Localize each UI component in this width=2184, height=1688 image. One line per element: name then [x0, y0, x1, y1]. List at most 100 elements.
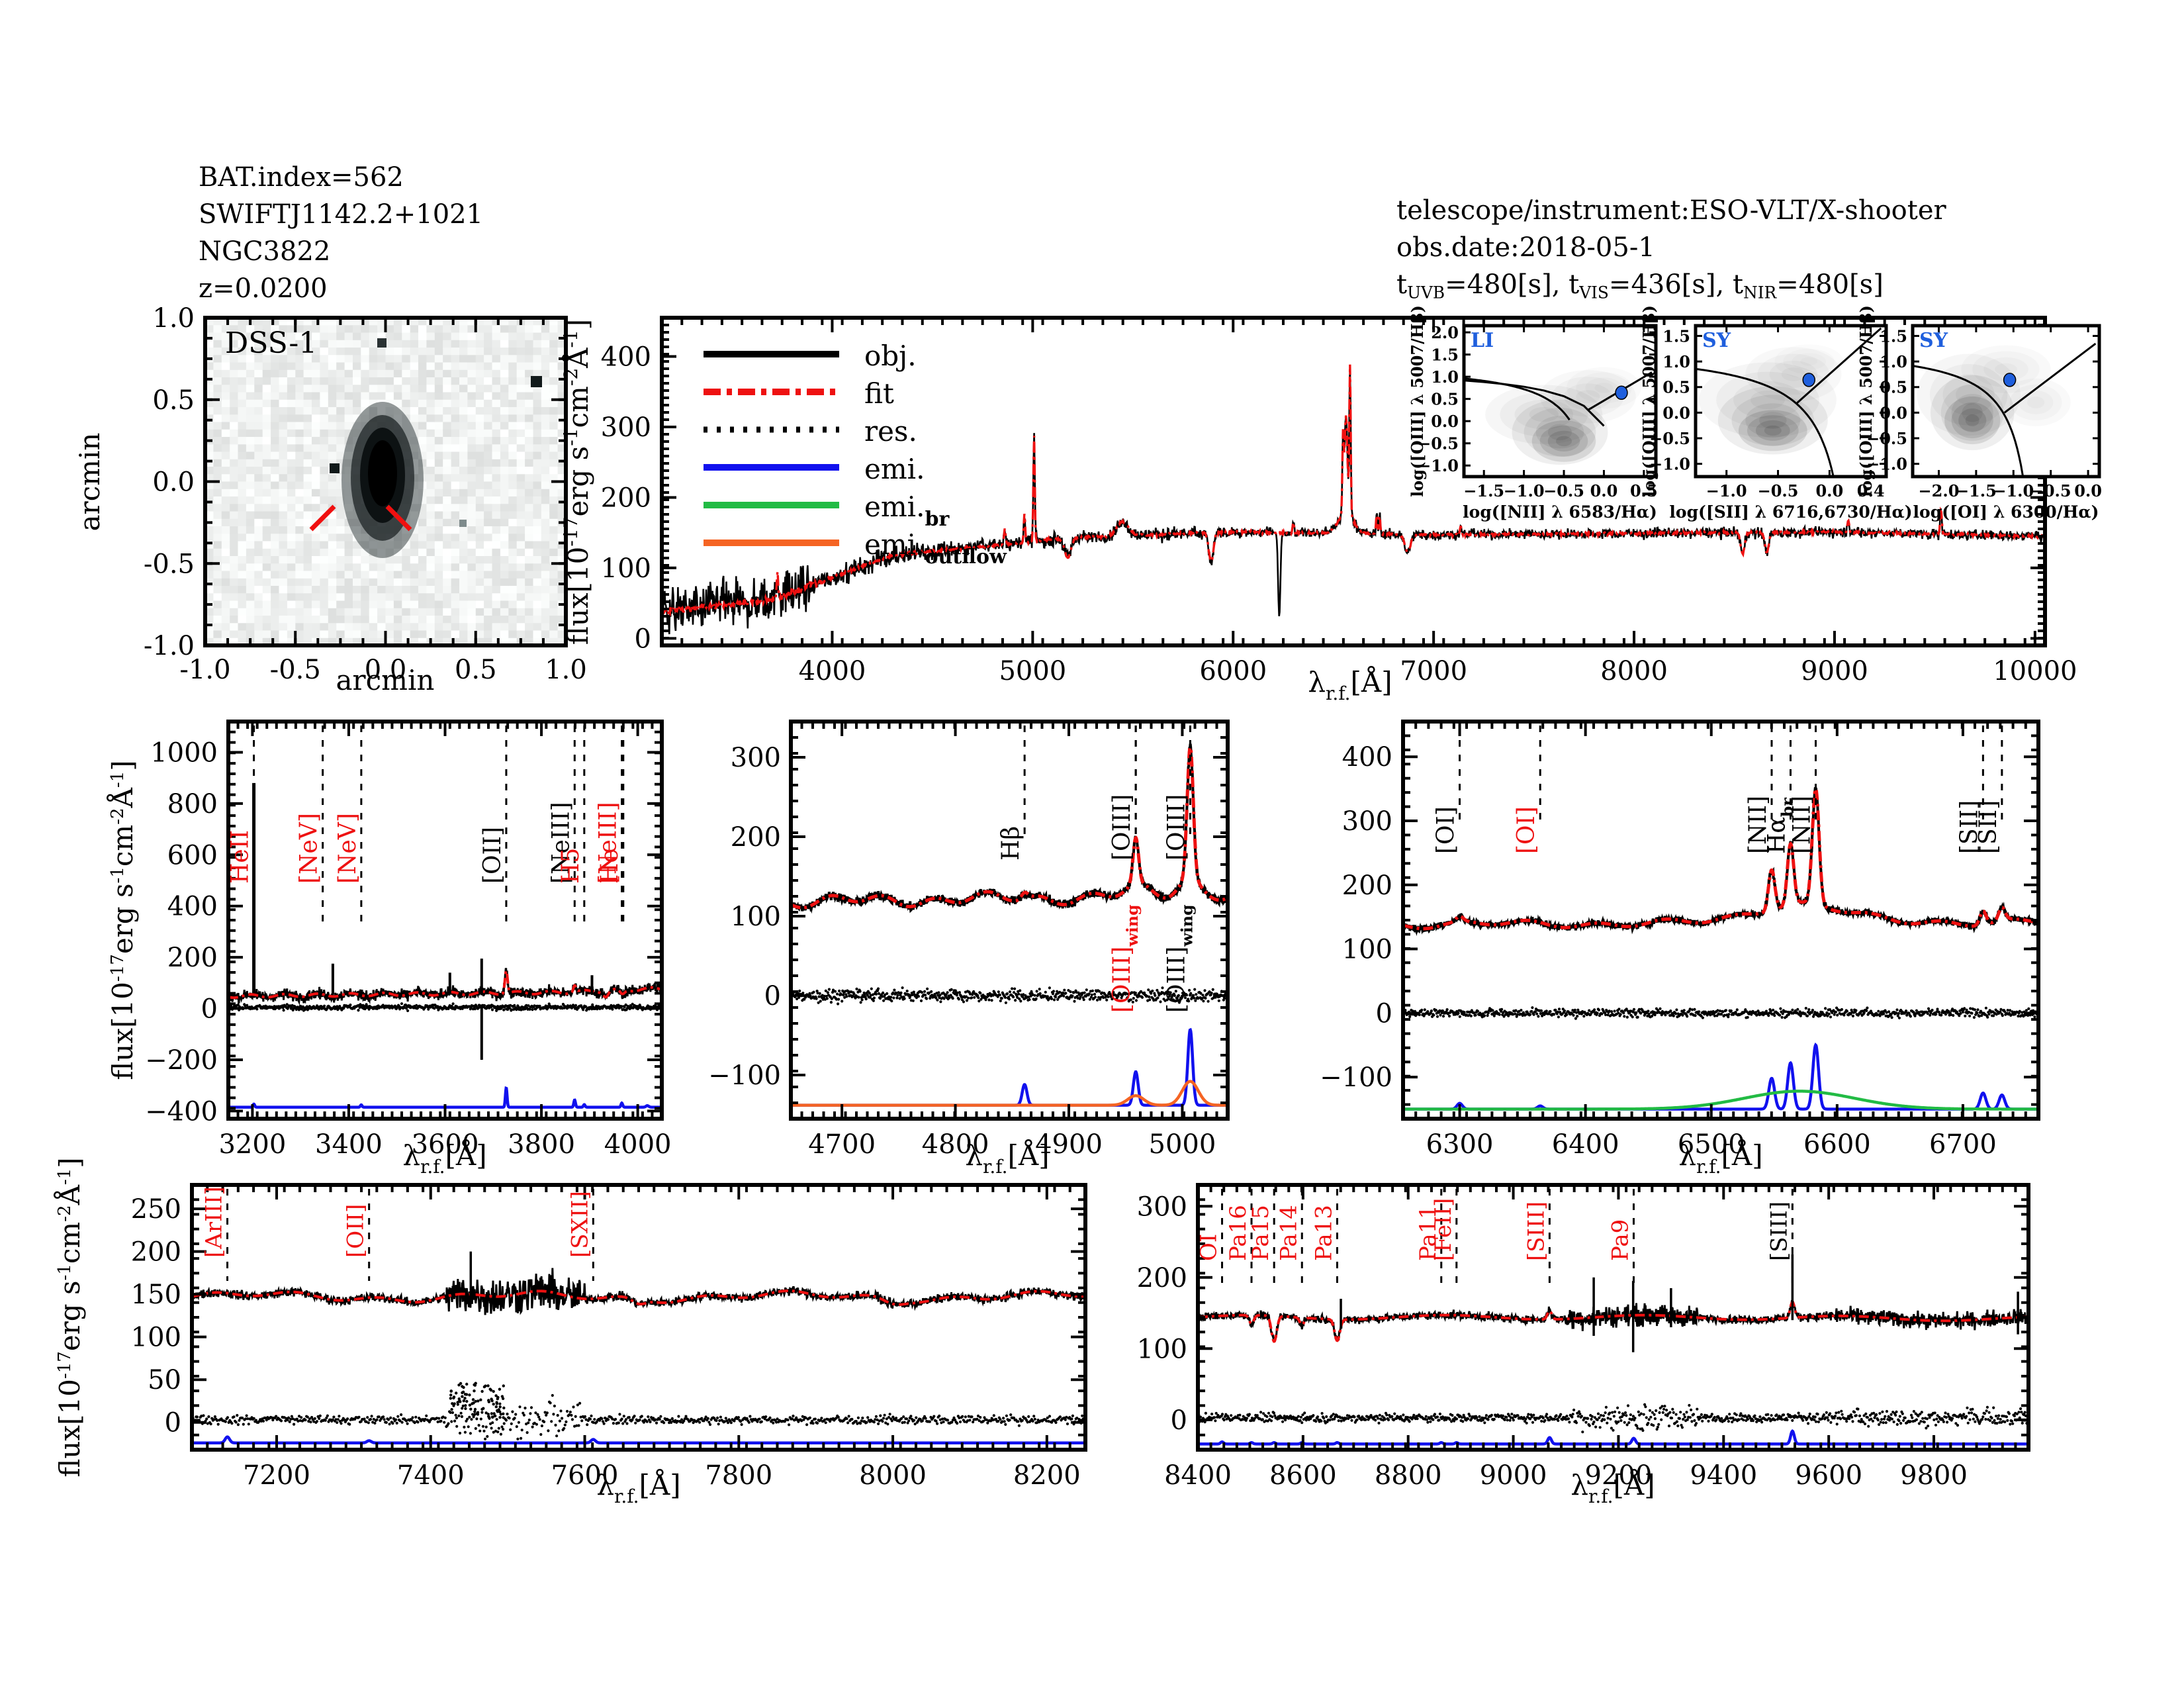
nir-panel-xtick: 9000 — [1480, 1460, 1547, 1491]
line-label-Pa15: Pa15 — [1248, 1205, 1274, 1261]
line-label-NeIII: [NeIII] — [547, 802, 574, 884]
bpt-xlabel: log([SII] λ 6716,6730/Hα) — [1669, 502, 1912, 522]
halpha-panel-ytick: 100 — [1342, 935, 1392, 965]
red-panel-xtick: 7400 — [397, 1460, 465, 1491]
bpt-xtick: −2.0 — [1919, 481, 1960, 500]
bpt-ytick: 1.5 — [1880, 326, 1907, 346]
bpt-class-label: SY — [1702, 329, 1731, 352]
dss-xtick: -1.0 — [179, 655, 230, 685]
nir-panel-xtick: 8800 — [1375, 1460, 1442, 1491]
dss-xtick: -0.5 — [270, 655, 321, 685]
bpt-ylabel: log([OIII] λ 5007/Hβ) — [1856, 305, 1876, 497]
nir-panel-xtick: 8600 — [1269, 1460, 1337, 1491]
uv-panel-xtick: 3400 — [315, 1129, 383, 1160]
red-panel-xtick: 7200 — [243, 1460, 310, 1491]
bpt-xtick: −1.5 — [1463, 481, 1504, 500]
redshift: z=0.0200 — [199, 273, 328, 304]
line-label-NeIII: [NeIII] — [595, 802, 622, 884]
nir-panel-xlabel: λr.f.[Å] — [1570, 1468, 1655, 1507]
main-ytick: 100 — [601, 553, 651, 584]
uv-panel-xtick: 3800 — [508, 1129, 575, 1160]
line-label-FeII: [FeII] — [1430, 1198, 1457, 1261]
main-xtick: 4000 — [799, 656, 866, 686]
dss-xlabel: arcmin — [336, 664, 435, 696]
line-label-Pa9: Pa9 — [1607, 1219, 1633, 1261]
dss-ytick: 0.5 — [152, 385, 195, 416]
header-left-block: BAT.index=562 SWIFTJ1142.2+1021 NGC3822 … — [199, 159, 483, 307]
nir-panel-ytick: 200 — [1137, 1263, 1187, 1293]
bpt-xtick: −1.0 — [1504, 481, 1545, 500]
legend-label: fit — [864, 377, 894, 410]
line-label-OIII: [OIII]wing — [1109, 904, 1142, 1013]
obs-date: obs.date:2018-05-1 — [1396, 232, 1655, 263]
dss-ytick: -1.0 — [144, 631, 195, 661]
bpt-ylabel: log([OIII] λ 5007/Hβ) — [1408, 305, 1427, 497]
hbeta-panel-xlabel: λr.f.[Å] — [965, 1139, 1049, 1178]
line-label-NII: [NII] — [1789, 796, 1816, 854]
red-panel-xtick: 8000 — [859, 1460, 927, 1491]
bpt-diagram-1: LI−1.5−1.0−0.5 0.0 0.5−1.0−0.50.00.51.01.5… — [1408, 305, 1658, 522]
uv-panel-xtick: 3600 — [412, 1129, 479, 1160]
hbeta-oiii-panel-ytick: −100 — [708, 1060, 781, 1091]
line-label-Pa14: Pa14 — [1275, 1205, 1302, 1261]
bpt-xtick: −1.5 — [1956, 481, 1997, 500]
bpt-xtick: 0.4 — [1857, 481, 1885, 500]
nir-panel-ytick: 300 — [1137, 1192, 1187, 1222]
uv-panel-ytick: −400 — [145, 1096, 218, 1127]
bpt-xtick: −0.5 — [1758, 481, 1799, 500]
main-ylabel: flux[10-17erg s-1cm-2Å-1] — [560, 319, 594, 645]
line-label-OI: OI — [1196, 1234, 1222, 1261]
main-xlabel: λr.f.[Å] — [1308, 665, 1392, 704]
line-label-SIII: [SIII] — [1766, 1201, 1792, 1261]
bpt-xtick: 0.0 — [1815, 481, 1843, 500]
bpt-xtick: 0.5 — [1630, 481, 1658, 500]
main-xtick: 6000 — [1199, 656, 1267, 686]
hbeta-oiii-panel-ytick: 200 — [731, 822, 781, 853]
bpt-ytick: 1.5 — [1431, 346, 1459, 365]
main-ytick: 200 — [601, 483, 651, 513]
dss-label: DSS-1 — [225, 326, 317, 360]
hbeta-oiii-panel-xtick: 4700 — [808, 1129, 876, 1160]
line-label-OIII: [OIII] — [1109, 794, 1136, 861]
halpha-panel-xtick: 6600 — [1803, 1129, 1871, 1160]
nir-panel-xtick: 9600 — [1795, 1460, 1862, 1491]
bpt-ytick: 1.0 — [1431, 367, 1459, 387]
line-label-Pa13: Pa13 — [1310, 1205, 1337, 1261]
hbeta-oiii-panel-ytick: 100 — [731, 902, 781, 932]
line-label-SII: [SII] — [1956, 800, 1983, 854]
line-label-Pa16: Pa16 — [1225, 1205, 1251, 1261]
hbeta-oiii-panel-xtick: 4900 — [1035, 1129, 1103, 1160]
bpt-xtick: −0.5 — [2030, 481, 2071, 500]
main-xtick: 9000 — [1801, 656, 1868, 686]
bpt-object-point — [1802, 373, 1815, 387]
halpha-panel-xlabel: λr.f.[Å] — [1678, 1139, 1762, 1178]
exposure-times: tUVB=480[s], tVIS=436[s], tNIR=480[s] — [1396, 269, 1884, 303]
bpt-ytick: −1.0 — [1649, 455, 1690, 474]
red-panel-xtick: 8200 — [1013, 1460, 1081, 1491]
nir-panel-ytick: 0 — [1171, 1405, 1187, 1436]
bpt-ytick: 0.5 — [1662, 378, 1690, 397]
legend-label: emi. — [864, 453, 925, 485]
bpt-ytick: 1.0 — [1880, 352, 1907, 371]
uv-panel-ytick: 400 — [167, 892, 218, 922]
hbeta-oiii-panel-ytick: 300 — [731, 743, 781, 773]
halpha-panel-xtick: 6700 — [1929, 1129, 1997, 1160]
nir-panel-xtick: 9800 — [1900, 1460, 1968, 1491]
line-label-ArIII: [ArIII] — [201, 1186, 228, 1258]
header-right-block: telescope/instrument:ESO-VLT/X-shooter o… — [1396, 192, 1946, 311]
bpt-insets: LI−1.5−1.0−0.5 0.0 0.5−1.0−0.50.00.51.01.5… — [1408, 305, 2102, 522]
legend-label: emi.br — [864, 491, 950, 531]
uv-panel-ytick: 200 — [167, 943, 218, 973]
bpt-ytick: 1.5 — [1662, 326, 1690, 346]
red-panel: 7200 7400 7600 7800 8000 8200050100150200250 … — [53, 1157, 1087, 1507]
halpha-panel-ytick: −100 — [1320, 1062, 1392, 1093]
line-label-OIII: [OIII]wing — [1163, 904, 1196, 1013]
uv-panel-ytick: 800 — [167, 789, 218, 820]
line-label-H: Hβ — [997, 826, 1024, 861]
dss-ytick: 1.0 — [152, 303, 195, 334]
line-label-H5: H5 — [557, 848, 584, 884]
bpt-ytick: 2.0 — [1431, 323, 1459, 342]
line-label-OI: [OI] — [1513, 806, 1540, 854]
dss-ytick: 0.0 — [152, 467, 195, 498]
